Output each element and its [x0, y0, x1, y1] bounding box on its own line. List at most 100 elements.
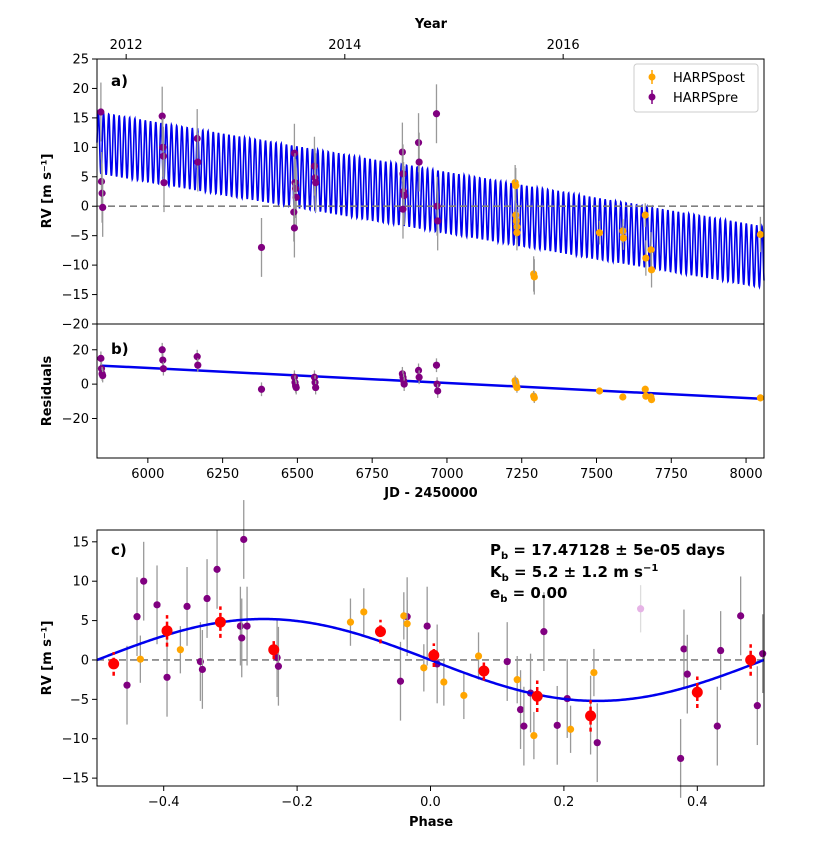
harps-pre-phase-point [123, 681, 131, 689]
harps-post-residual [756, 394, 765, 402]
y-tick-label: −15 [62, 288, 89, 303]
legend-label-post: HARPSpost [673, 71, 745, 86]
legend-item-harps-pre: HARPSpre [648, 90, 738, 106]
panel-a-rv-timeseries: Year 2012 2014 2016 −20−15−10−50510152025 … [40, 17, 765, 333]
harps-post-residual [619, 393, 627, 401]
harps-pre-point [312, 179, 320, 187]
panel-b-label: b) [111, 340, 129, 358]
harps-post-point [512, 182, 520, 190]
y-tick-label: 0 [81, 200, 89, 215]
panel-a-data-points [97, 82, 765, 295]
harps-pre-point [399, 205, 407, 213]
harps-post-point [647, 246, 655, 254]
legend-item-harps-post: HARPSpost [648, 70, 745, 86]
panel-b-frame [96, 323, 765, 459]
y-tick-label: 15 [72, 535, 89, 550]
harps-post-phase-point [460, 691, 468, 700]
panel-c-x-ticks: −0.4 −0.2 0.0 0.2 0.4 [148, 786, 708, 810]
harps-post-residual [647, 395, 656, 404]
harps-post-residual [641, 385, 649, 393]
binned-point [214, 616, 226, 628]
harps-pre-phase-point [274, 662, 283, 670]
legend-marker-pre [648, 93, 656, 101]
eccentricity-symbol: e [490, 584, 500, 602]
panel-b-linear-trend [99, 364, 762, 400]
harps-pre-phase-point [153, 601, 161, 609]
binned-point [478, 665, 490, 677]
harps-post-phase-point [176, 646, 184, 654]
x-tick-label: −0.2 [281, 795, 313, 810]
harps-post-residual [530, 394, 538, 402]
harps-post-phase-point [513, 676, 521, 684]
top-tick-label: 2014 [328, 38, 361, 53]
harps-pre-point [257, 243, 266, 252]
x-tick-label: 6250 [206, 467, 239, 482]
panel-b-residuals: −20 0 20 6000 6250 6500 6750 7000 7250 7500 7750 8… [40, 323, 765, 501]
harps-post-phase-point [136, 655, 144, 663]
binned-point [268, 644, 280, 656]
period-symbol: P [490, 541, 501, 559]
model-curve [96, 617, 765, 703]
amplitude-symbol: K [490, 563, 503, 581]
trend-line [99, 364, 762, 400]
harps-pre-phase-point [516, 705, 525, 714]
harps-pre-point [415, 158, 423, 166]
eccentricity-subscript: b [500, 594, 507, 605]
x-tick-label: 8000 [730, 467, 763, 482]
amplitude-subscript: b [502, 573, 509, 584]
harps-pre-residual [159, 356, 167, 364]
binned-point [161, 625, 173, 637]
harps-pre-phase-point [213, 565, 221, 573]
panel-c-frame [96, 529, 765, 787]
binned-point [585, 710, 597, 722]
panel-c-x-axis-title: Phase [409, 815, 453, 830]
y-tick-label: 10 [72, 141, 89, 156]
y-tick-label: 25 [72, 53, 89, 68]
y-tick-label: 20 [72, 343, 89, 358]
harps-post-phase-point [440, 678, 448, 686]
period-value: = 17.47128 ± 5e-05 days [508, 541, 725, 559]
harps-post-phase-point [360, 608, 368, 616]
panel-c-y-axis-title: RV [m s⁻¹] [40, 621, 55, 696]
panel-b-x-axis-title: JD - 2450000 [383, 486, 477, 501]
panel-a-keplerian-model [96, 109, 765, 290]
harps-pre-residual [415, 373, 423, 381]
legend-marker-post [648, 73, 656, 81]
binned-point [374, 626, 386, 638]
harps-pre-point [290, 224, 299, 232]
harps-pre-residual [99, 371, 107, 380]
harps-pre-residual [159, 365, 168, 373]
top-axis-ticks: 2012 2014 2016 [110, 38, 580, 59]
harps-pre-phase-point [737, 612, 745, 620]
harps-pre-phase-point [133, 613, 141, 621]
harps-pre-residual [97, 354, 105, 362]
x-tick-label: −0.4 [148, 795, 180, 810]
x-tick-label: 0.0 [420, 795, 441, 810]
period-annotation: Pb = 17.47128 ± 5e-05 days [490, 541, 725, 562]
harps-pre-residual [432, 361, 441, 369]
panel-c-phase-folded: −15 −10 −5 0 5 10 15 −0.4 −0.2 0.0 0.2 0.4 c) RV [… [40, 500, 767, 830]
orbital-parameters-annotation: Pb = 17.47128 ± 5e-05 days Kb = 5.2 ± 1.… [490, 541, 725, 605]
legend-box [633, 63, 759, 113]
panel-b-data-points [97, 342, 765, 404]
y-tick-label: −20 [62, 318, 89, 333]
y-tick-label: −10 [62, 259, 89, 274]
binned-point [428, 649, 440, 661]
harps-pre-residual [400, 380, 408, 388]
y-tick-label: 5 [81, 614, 89, 629]
y-tick-label: −5 [70, 693, 89, 708]
harps-pre-phase-point [677, 754, 685, 763]
y-tick-label: −15 [62, 772, 89, 787]
y-tick-label: −20 [62, 412, 89, 427]
top-tick-label: 2012 [110, 38, 143, 53]
harps-pre-phase-point [680, 645, 688, 653]
y-tick-label: 0 [81, 378, 89, 393]
harps-pre-phase-point [553, 721, 561, 729]
x-tick-label: 0.2 [554, 795, 575, 810]
panel-b-y-axis-title: Residuals [40, 355, 55, 426]
panel-c-binned-points [108, 606, 757, 732]
harps-pre-phase-point [163, 673, 171, 681]
harps-pre-phase-point [198, 665, 206, 674]
x-tick-label: 0.4 [687, 795, 708, 810]
